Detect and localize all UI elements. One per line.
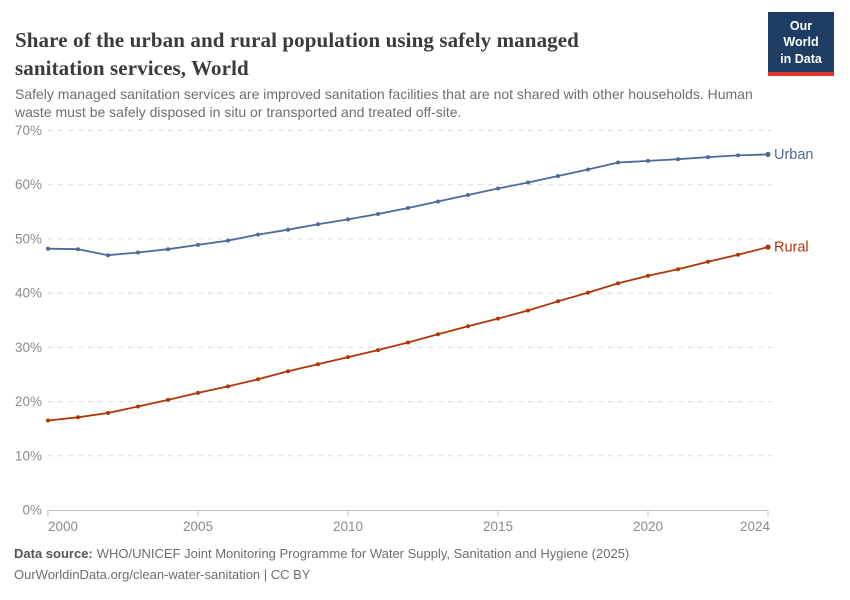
urban-data-point	[436, 199, 440, 204]
urban-data-point	[316, 222, 320, 227]
owid-logo-line2: in Data	[780, 51, 822, 66]
rural-data-point	[736, 252, 740, 257]
y-axis-tick-label: 10%	[15, 448, 42, 463]
data-source-text: WHO/UNICEF Joint Monitoring Programme fo…	[96, 546, 630, 561]
urban-data-point	[586, 167, 590, 172]
rural-data-point	[616, 281, 620, 286]
rural-data-point	[556, 299, 560, 304]
x-axis-tick-label: 2024	[740, 519, 771, 534]
urban-data-point	[406, 206, 410, 210]
rural-data-point	[136, 404, 140, 409]
rural-data-point	[676, 267, 680, 272]
y-axis-tick-label: 20%	[15, 394, 42, 409]
y-axis-tick-label: 30%	[15, 340, 42, 355]
urban-data-point	[76, 247, 80, 252]
urban-data-point	[376, 212, 380, 216]
urban-data-point	[466, 193, 470, 197]
rural-data-point	[46, 418, 50, 423]
x-axis-tick-label: 2015	[483, 519, 513, 534]
urban-series-label: Urban	[774, 147, 814, 163]
urban-line[interactable]	[47, 153, 769, 257]
urban-data-point	[526, 180, 530, 185]
rural-data-point	[436, 332, 440, 337]
chart-subtitle: Safely managed sanitation services are i…	[15, 86, 753, 120]
y-axis-tick-label: 50%	[15, 231, 42, 246]
x-axis-tick-label: 2010	[333, 519, 363, 534]
urban-data-point	[346, 217, 350, 222]
data-source-label: Data source:	[14, 546, 93, 561]
rural-data-point	[166, 397, 170, 402]
rural-data-point	[316, 362, 320, 367]
y-axis-tick-label: 60%	[15, 177, 42, 192]
urban-data-point	[166, 247, 170, 252]
urban-data-point	[556, 174, 560, 178]
urban-data-point	[496, 186, 500, 191]
rural-data-point	[76, 415, 80, 420]
urban-data-point	[46, 246, 50, 251]
urban-data-point	[706, 155, 710, 160]
rural-data-point	[376, 348, 380, 353]
urban-data-point	[106, 253, 110, 258]
rural-data-point	[646, 273, 650, 278]
rural-data-point	[286, 369, 290, 374]
rural-data-point	[706, 259, 710, 264]
urban-data-point	[196, 242, 200, 247]
rural-data-point	[106, 411, 110, 415]
urban-data-point	[676, 157, 680, 162]
urban-data-point	[616, 160, 620, 165]
urban-data-point	[286, 227, 290, 232]
urban-data-point	[646, 158, 650, 163]
urban-data-point	[256, 232, 260, 237]
urban-data-point	[765, 151, 771, 157]
rural-data-point	[466, 324, 470, 329]
urban-data-point	[226, 238, 230, 243]
rural-data-point	[196, 390, 200, 395]
rural-data-point	[765, 244, 771, 250]
x-axis-tick-label: 2000	[48, 519, 78, 534]
y-axis-tick-label: 40%	[15, 286, 42, 301]
rural-data-point	[586, 290, 590, 295]
page-title: Share of the urban and rural population …	[15, 28, 579, 80]
rural-data-point	[496, 316, 500, 321]
rural-data-point	[346, 355, 350, 360]
y-axis-tick-label: 0%	[22, 503, 42, 518]
urban-data-point	[736, 153, 740, 158]
rural-series-label: Rural	[774, 240, 809, 256]
citation-line: OurWorldinData.org/clean-water-sanitatio…	[14, 567, 311, 583]
x-axis-tick-label: 2020	[633, 519, 663, 534]
rural-data-point	[526, 308, 530, 313]
rural-data-point	[406, 340, 410, 345]
y-axis-tick-label: 70%	[15, 123, 42, 138]
owid-logo-line1: Our World	[783, 19, 819, 50]
rural-line[interactable]	[47, 246, 769, 422]
rural-data-point	[226, 384, 230, 389]
x-axis-tick-label: 2005	[183, 519, 213, 534]
rural-data-point	[256, 377, 260, 382]
owid-logo: Our World in Data	[768, 12, 834, 76]
urban-data-point	[136, 250, 140, 255]
chart-footer: Data source: WHO/UNICEF Joint Monitoring …	[14, 543, 629, 585]
data-source-line: Data source: WHO/UNICEF Joint Monitoring …	[14, 543, 629, 564]
